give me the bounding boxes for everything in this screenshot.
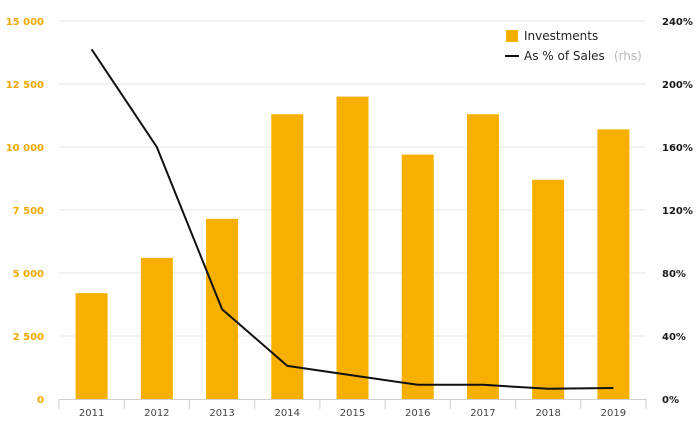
right-axis-tick-label: 160% xyxy=(662,143,693,154)
left-axis-tick-label: 0 xyxy=(37,395,44,406)
x-axis-tick-label: 2019 xyxy=(601,408,626,419)
x-axis-tick-label: 2013 xyxy=(209,408,234,419)
legend: Investments As % of Sales (rhs) xyxy=(505,29,642,64)
legend-sales-ratio-label: As % of Sales xyxy=(524,49,605,63)
bar-investments xyxy=(140,257,173,399)
sales-ratio-line xyxy=(90,48,614,390)
left-axis-tick-label: 12 500 xyxy=(6,80,44,91)
x-axis-tick-label: 2017 xyxy=(470,408,495,419)
left-axis-tick-label: 15 000 xyxy=(6,17,44,28)
right-axis-tick-label: 240% xyxy=(662,17,693,28)
legend-investments-swatch xyxy=(506,30,518,42)
left-axis-tick-label: 7 500 xyxy=(13,206,44,217)
bar-investments xyxy=(75,293,108,399)
x-axis-tick-label: 2015 xyxy=(340,408,365,419)
right-axis-tick-label: 200% xyxy=(662,80,693,91)
left-axis-tick-label: 2 500 xyxy=(13,332,44,343)
bar-investments xyxy=(466,114,499,400)
legend-rhs-note: (rhs) xyxy=(614,49,642,63)
bar-investments xyxy=(401,154,434,399)
x-axis-tick-label: 2018 xyxy=(535,408,560,419)
x-axis-tick-label: 2016 xyxy=(405,408,430,419)
right-axis-tick-label: 40% xyxy=(662,332,686,343)
legend-sales-ratio-text: As % of Sales (rhs) xyxy=(524,45,642,64)
bar-investments xyxy=(532,179,565,399)
right-axis-tick-label: 0% xyxy=(662,395,679,406)
legend-investments-label: Investments xyxy=(524,29,598,43)
bar-investments xyxy=(336,96,369,399)
axes: 0 0% 2 500 40% 5 000 80% 7 500 120% 10 000 160% 12… xyxy=(6,17,693,419)
bar-investments xyxy=(597,129,630,400)
line-sales-ratio xyxy=(90,48,614,390)
x-axis-tick-label: 2011 xyxy=(79,408,104,419)
bar-investments xyxy=(271,114,304,400)
left-axis-tick-label: 5 000 xyxy=(13,269,44,280)
investments-bars xyxy=(75,96,630,400)
x-axis-tick-label: 2012 xyxy=(144,408,169,419)
left-axis-tick-label: 10 000 xyxy=(6,143,44,154)
right-axis-tick-label: 80% xyxy=(662,269,686,280)
x-axis-tick-label: 2014 xyxy=(275,408,300,419)
right-axis-tick-label: 120% xyxy=(662,206,693,217)
